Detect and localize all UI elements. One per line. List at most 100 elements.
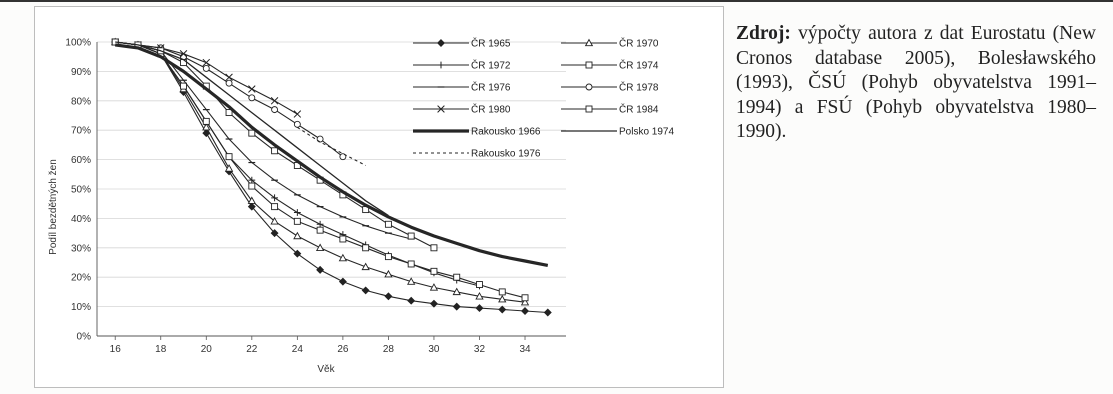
data-point-marker [271,194,278,202]
data-point-marker [270,217,279,225]
legend-item: ČR 1974 [561,59,659,72]
series--r-1978 [111,38,347,161]
x-axis-title: Věk [317,364,335,375]
data-point-marker [293,120,301,128]
data-point-marker [430,267,438,275]
top-rule [0,0,1113,2]
legend-label: ČR 1978 [619,81,659,94]
source-body: výpočty autora z dat Eurostatu (New Cron… [736,23,1096,142]
data-point-marker [248,182,256,190]
data-point-marker [475,304,484,313]
data-point-marker [407,260,415,268]
legend-item: ČR 1984 [561,103,659,116]
data-point-marker [585,83,593,91]
data-point-marker [315,243,325,251]
data-point-marker [225,73,233,82]
legend-label: ČR 1965 [471,37,511,50]
data-point-marker [429,299,438,308]
data-point-marker [247,196,256,204]
legend-item: ČR 1970 [561,37,659,50]
data-point-marker [224,164,234,172]
data-point-marker [520,297,530,306]
legend-item: ČR 1978 [561,81,659,94]
x-tick-label: 22 [246,344,258,355]
data-point-marker [361,262,370,271]
data-point-marker [361,286,370,295]
y-axis-title: Podíl bezdětných žen [48,159,59,255]
y-tick-label: 20% [71,273,91,284]
axes: 0% 10% 20% 30% 40% 50% 60% 70% 80% 90% 100% 16 18 20 2… [65,38,566,355]
legend-item: ČR 1976 [413,81,511,94]
data-point-marker [585,105,593,113]
legend-label: Rakousko 1976 [471,149,541,160]
x-tick-label: 32 [474,344,486,355]
series--r-1974 [111,38,529,302]
data-point-marker [476,281,483,288]
data-point-marker [437,39,445,47]
data-point-marker [179,50,188,58]
x-tick-label: 20 [201,344,213,355]
chart-frame: 0% 10% 20% 30% 40% 50% 60% 70% 80% 90% 100% 16 18 20 2… [34,6,724,388]
data-point-marker [293,217,301,225]
data-point-marker [180,82,187,90]
data-point-marker [384,220,392,228]
legend-label: ČR 1970 [619,37,659,50]
data-point-marker [452,302,461,311]
legend: ČR 1965 ČR 1970 ČR 1972 ČR 1974 ČR 1976 ČR 19… [413,37,674,160]
data-point-marker [316,265,325,274]
data-point-marker [498,294,507,303]
legend-item: ČR 1972 [413,59,511,72]
y-tick-label: 10% [71,302,91,313]
series--r-1970 [111,37,530,306]
series-line [114,43,549,267]
y-tick-label: 60% [71,155,91,166]
data-point-marker [584,38,594,47]
data-point-marker [247,202,256,211]
data-point-marker [521,294,529,302]
data-point-marker [498,305,507,314]
data-point-marker [270,229,279,238]
legend-label: ČR 1976 [471,81,511,94]
data-point-marker [407,296,416,305]
data-point-marker [338,277,347,286]
data-point-marker [407,232,415,240]
series-line [115,41,548,314]
legend-label: ČR 1980 [471,103,511,116]
data-point-marker [316,220,324,228]
data-point-marker [225,109,233,117]
legend-item: Rakousko 1966 [413,127,541,138]
data-point-marker [202,117,210,125]
series-line [297,126,366,166]
x-tick-label: 16 [110,344,122,355]
data-point-marker [437,105,445,113]
data-point-marker [202,58,211,67]
data-point-marker [271,203,279,211]
data-point-marker [248,176,256,184]
data-point-marker [202,122,211,131]
data-point-marker [498,288,506,296]
y-tick-label: 80% [71,96,91,107]
data-point-marker [338,253,348,262]
y-tick-label: 30% [71,243,91,254]
data-point-marker [316,226,324,234]
legend-item: ČR 1965 [413,37,511,50]
legend-item: ČR 1980 [413,103,511,116]
series-polsko-1974 [115,41,389,217]
data-point-marker [293,209,301,216]
x-tick-label: 34 [519,344,531,355]
data-point-marker [453,273,461,281]
data-point-marker [271,147,279,155]
line-chart: 0% 10% 20% 30% 40% 50% 60% 70% 80% 90% 100% 16 18 20 2… [48,37,674,376]
data-point-marker [585,61,593,69]
series-rakousko-1966 [114,43,549,267]
source-note: Zdroj: výpočty autora z dat Eurostatu (N… [736,22,1096,145]
series-rakousko-1976 [297,126,366,166]
y-tick-label: 40% [71,214,91,225]
data-point-marker [475,291,484,300]
data-point-marker [225,79,233,87]
data-point-marker [407,277,416,285]
data-point-marker [362,244,370,252]
gridlines [97,41,566,308]
y-tick-label: 90% [71,67,91,78]
data-point-marker [429,283,439,291]
